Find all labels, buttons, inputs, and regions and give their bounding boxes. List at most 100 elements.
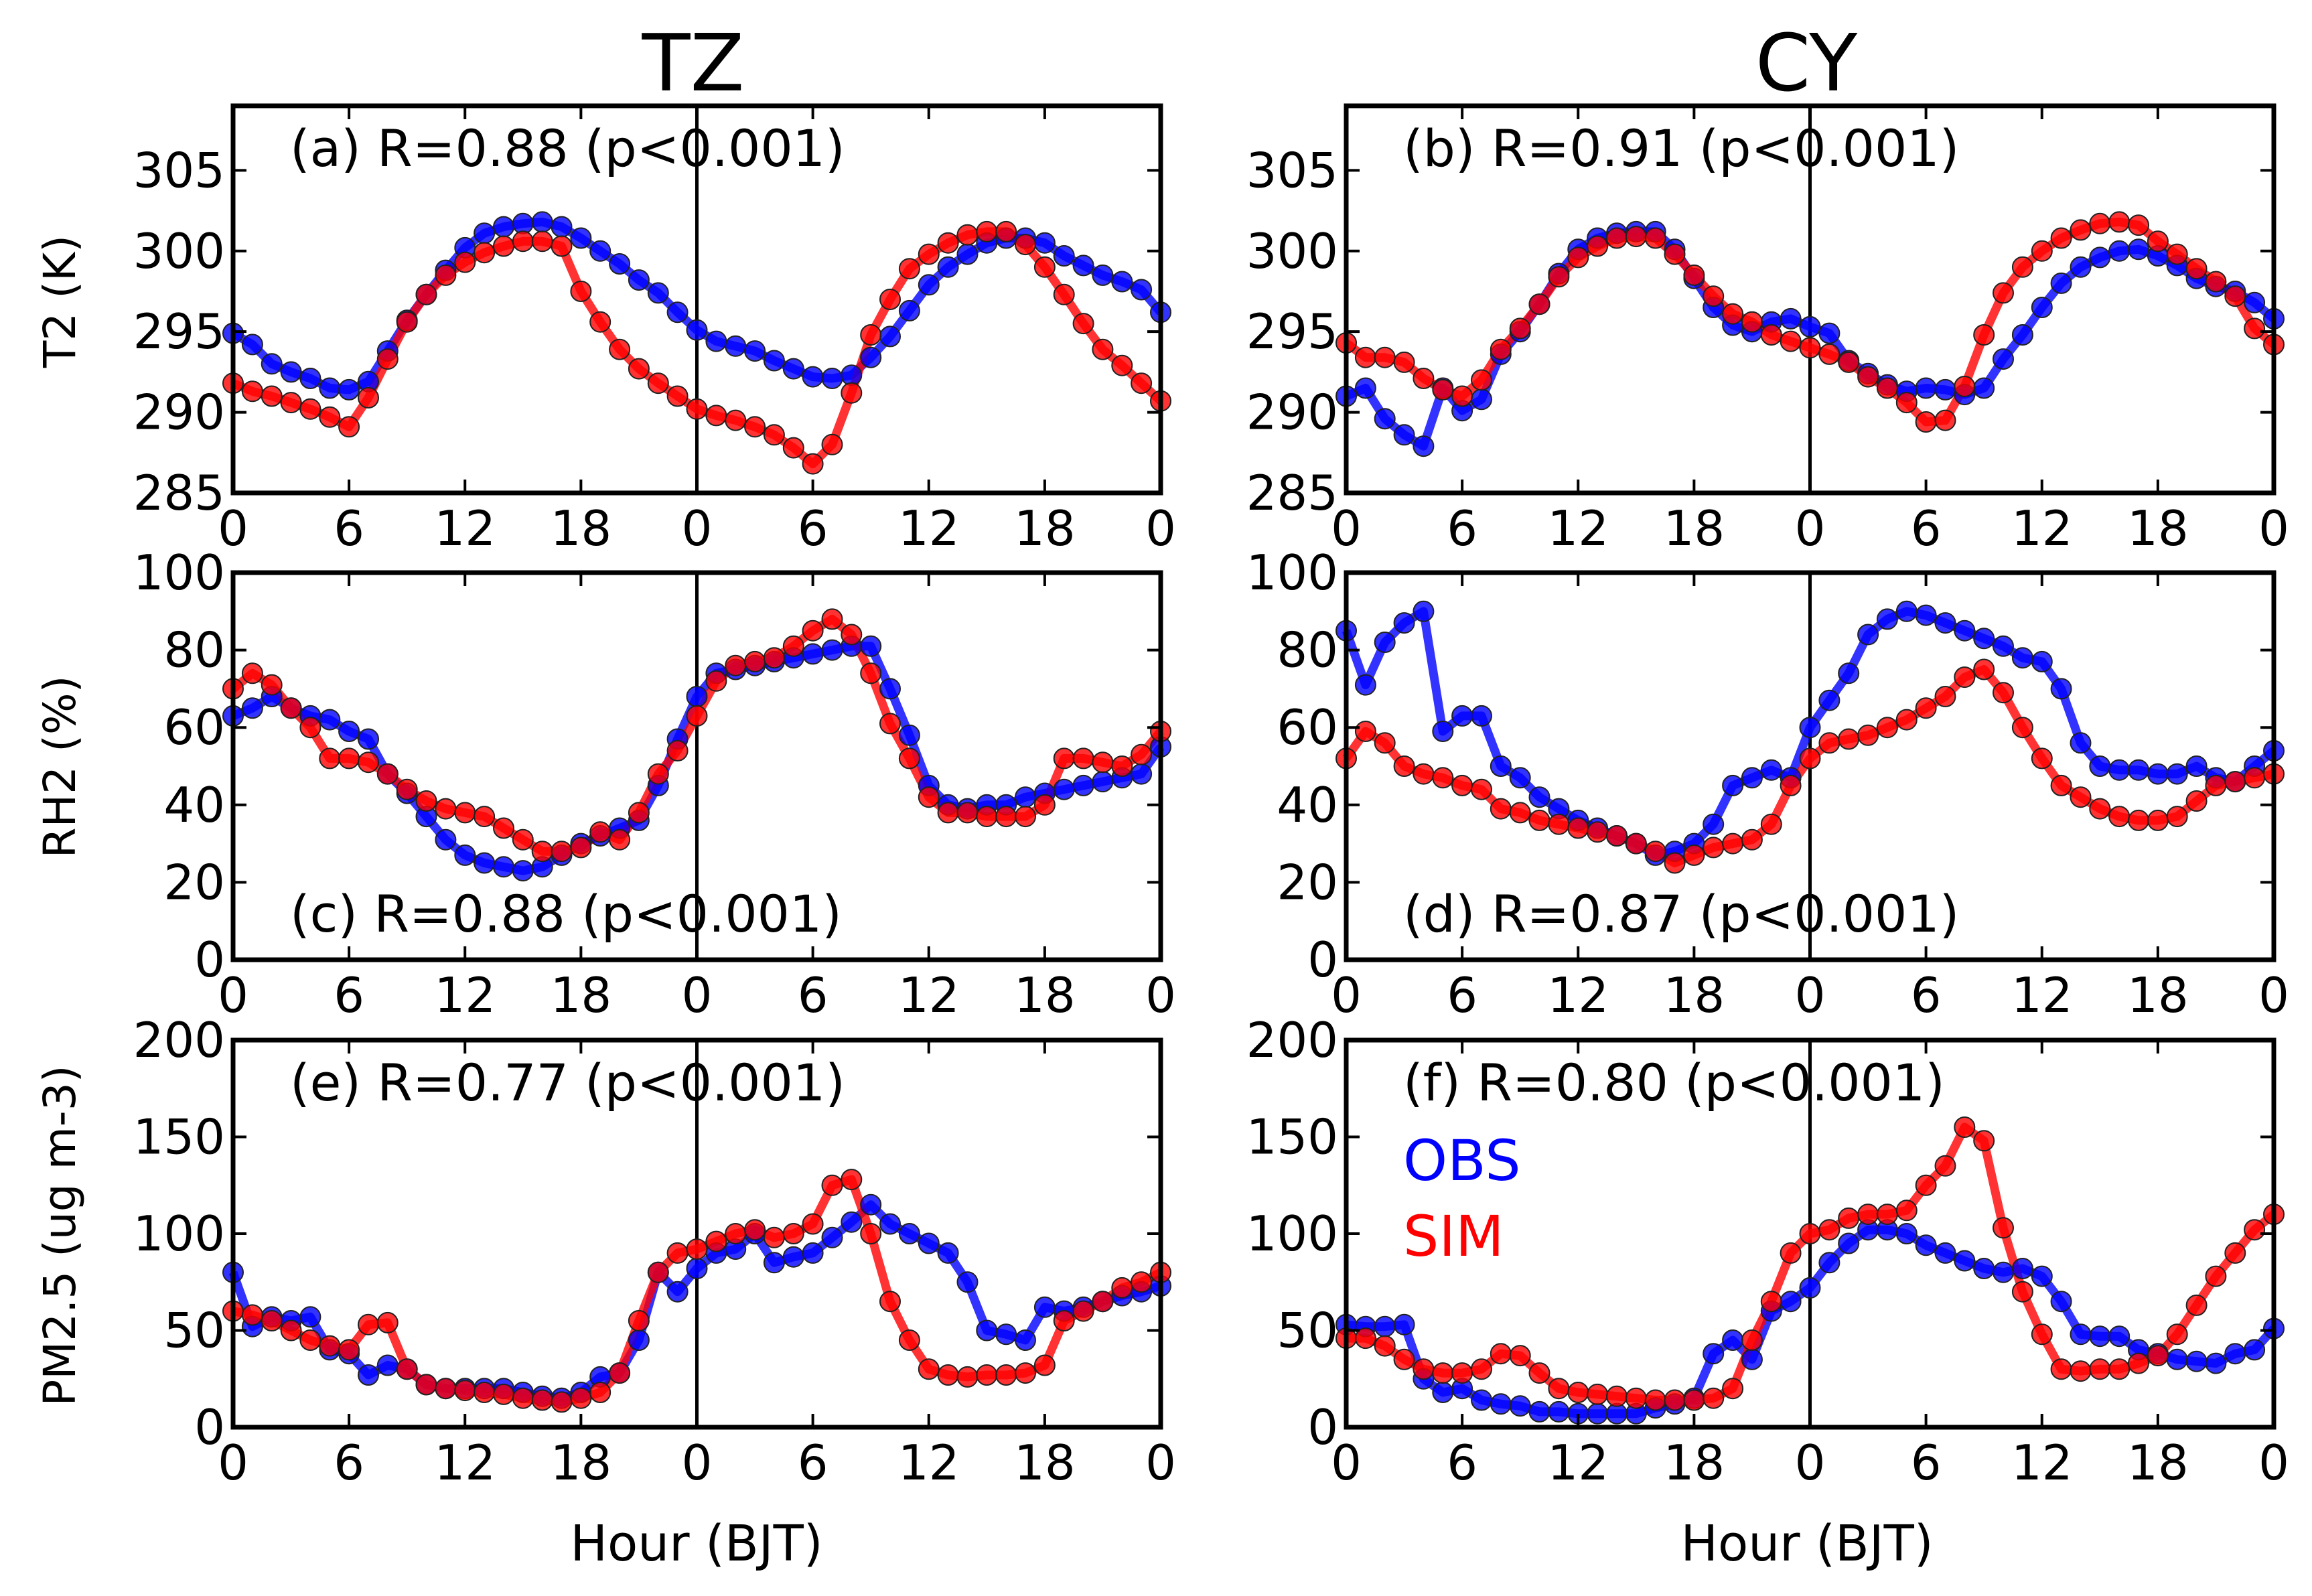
point-sim [628, 358, 650, 380]
x-tick-label: 18 [2127, 1435, 2189, 1491]
point-sim [898, 747, 920, 770]
point-sim [2070, 219, 2092, 241]
y-tick-label: 40 [163, 777, 225, 833]
x-tick-label: 6 [334, 967, 364, 1023]
point-sim [261, 385, 283, 407]
x-tick-label: 0 [1795, 967, 1826, 1023]
y-tick-label: 60 [163, 699, 225, 755]
point-sim [435, 798, 457, 820]
point-sim [1567, 1382, 1589, 1403]
point-obs [1490, 1393, 1512, 1415]
point-sim [2205, 774, 2227, 796]
point-sim [2166, 1323, 2188, 1346]
point-obs [299, 368, 321, 389]
point-obs [1072, 774, 1094, 796]
point-sim [1606, 1385, 1628, 1407]
point-sim [2147, 809, 2169, 831]
y-tick-label: 80 [1277, 622, 1338, 678]
point-sim [1471, 369, 1492, 391]
point-obs [1548, 1400, 1570, 1423]
point-sim [647, 372, 669, 394]
point-obs [1432, 721, 1454, 742]
point-obs [1973, 1258, 1995, 1279]
point-sim [1092, 1291, 1114, 1313]
x-tick-label: 18 [1014, 967, 1076, 1023]
point-sim [1703, 837, 1725, 859]
point-sim [493, 1383, 514, 1405]
point-obs [628, 269, 650, 291]
point-obs [1393, 1313, 1415, 1335]
point-obs [744, 340, 766, 362]
point-obs [1838, 662, 1860, 684]
point-obs [2166, 763, 2188, 785]
column-title-cy: CY [1755, 17, 1858, 109]
point-sim [2011, 717, 2033, 739]
point-obs [1053, 245, 1075, 267]
x-tick-label: 0 [1331, 500, 1362, 557]
point-obs [2108, 240, 2130, 262]
x-tick-label: 6 [798, 1435, 828, 1491]
point-sim [1934, 686, 1956, 707]
point-sim [1625, 226, 1647, 248]
point-sim [956, 1366, 979, 1388]
point-sim [763, 647, 785, 669]
y-tick-label: 305 [1246, 142, 1338, 198]
point-obs [666, 1281, 689, 1303]
point-sim [2031, 747, 2053, 770]
point-sim [1072, 747, 1094, 770]
point-obs [1934, 1242, 1956, 1264]
point-sim [763, 424, 785, 446]
point-obs [1741, 1348, 1763, 1370]
point-obs [898, 1223, 920, 1244]
point-obs [2128, 759, 2149, 781]
y-tick-label: 200 [133, 1012, 225, 1068]
point-obs [1818, 689, 1840, 711]
point-sim [1915, 697, 1937, 719]
x-tick-label: 18 [2127, 500, 2189, 557]
y-tick-label: 100 [133, 545, 225, 601]
point-sim [1509, 802, 1531, 824]
point-sim [570, 837, 592, 859]
point-obs [763, 1252, 785, 1274]
point-sim [705, 1230, 727, 1252]
point-obs [686, 686, 708, 707]
y-tick-label: 50 [163, 1303, 225, 1359]
point-sim [879, 713, 901, 735]
point-sim [1490, 338, 1512, 360]
x-tick-label: 18 [1664, 1435, 1725, 1491]
point-obs [1954, 620, 1976, 642]
point-sim [319, 747, 341, 770]
point-sim [1664, 852, 1686, 874]
point-obs [686, 1258, 708, 1279]
point-obs [821, 1226, 843, 1248]
point-sim [2185, 1294, 2208, 1316]
point-obs [1915, 604, 1937, 626]
point-sim [609, 1362, 631, 1384]
point-sim [782, 635, 804, 657]
point-sim [1432, 1362, 1454, 1384]
point-sim [1053, 1310, 1075, 1331]
point-sim [396, 778, 418, 800]
point-sim [2089, 212, 2111, 234]
point-sim [1973, 324, 1995, 346]
x-tick-label: 6 [334, 1435, 364, 1491]
point-sim [1092, 338, 1114, 360]
point-sim [1528, 293, 1550, 315]
point-obs [1876, 608, 1898, 630]
y-tick-label: 0 [1307, 1399, 1338, 1455]
point-obs [647, 282, 669, 304]
point-obs [1354, 377, 1376, 399]
point-sim [2185, 258, 2208, 280]
point-sim [1393, 1348, 1415, 1370]
point-sim [937, 802, 959, 824]
x-tick-label: 6 [1447, 967, 1477, 1023]
point-sim [1954, 1116, 1976, 1138]
point-sim [1509, 317, 1531, 340]
point-sim [995, 220, 1017, 242]
point-obs [802, 366, 824, 388]
point-obs [2205, 1352, 2227, 1374]
point-sim [802, 453, 824, 475]
point-sim [1703, 1387, 1725, 1409]
x-tick-label: 0 [2258, 1435, 2289, 1491]
point-obs [2050, 1291, 2072, 1313]
